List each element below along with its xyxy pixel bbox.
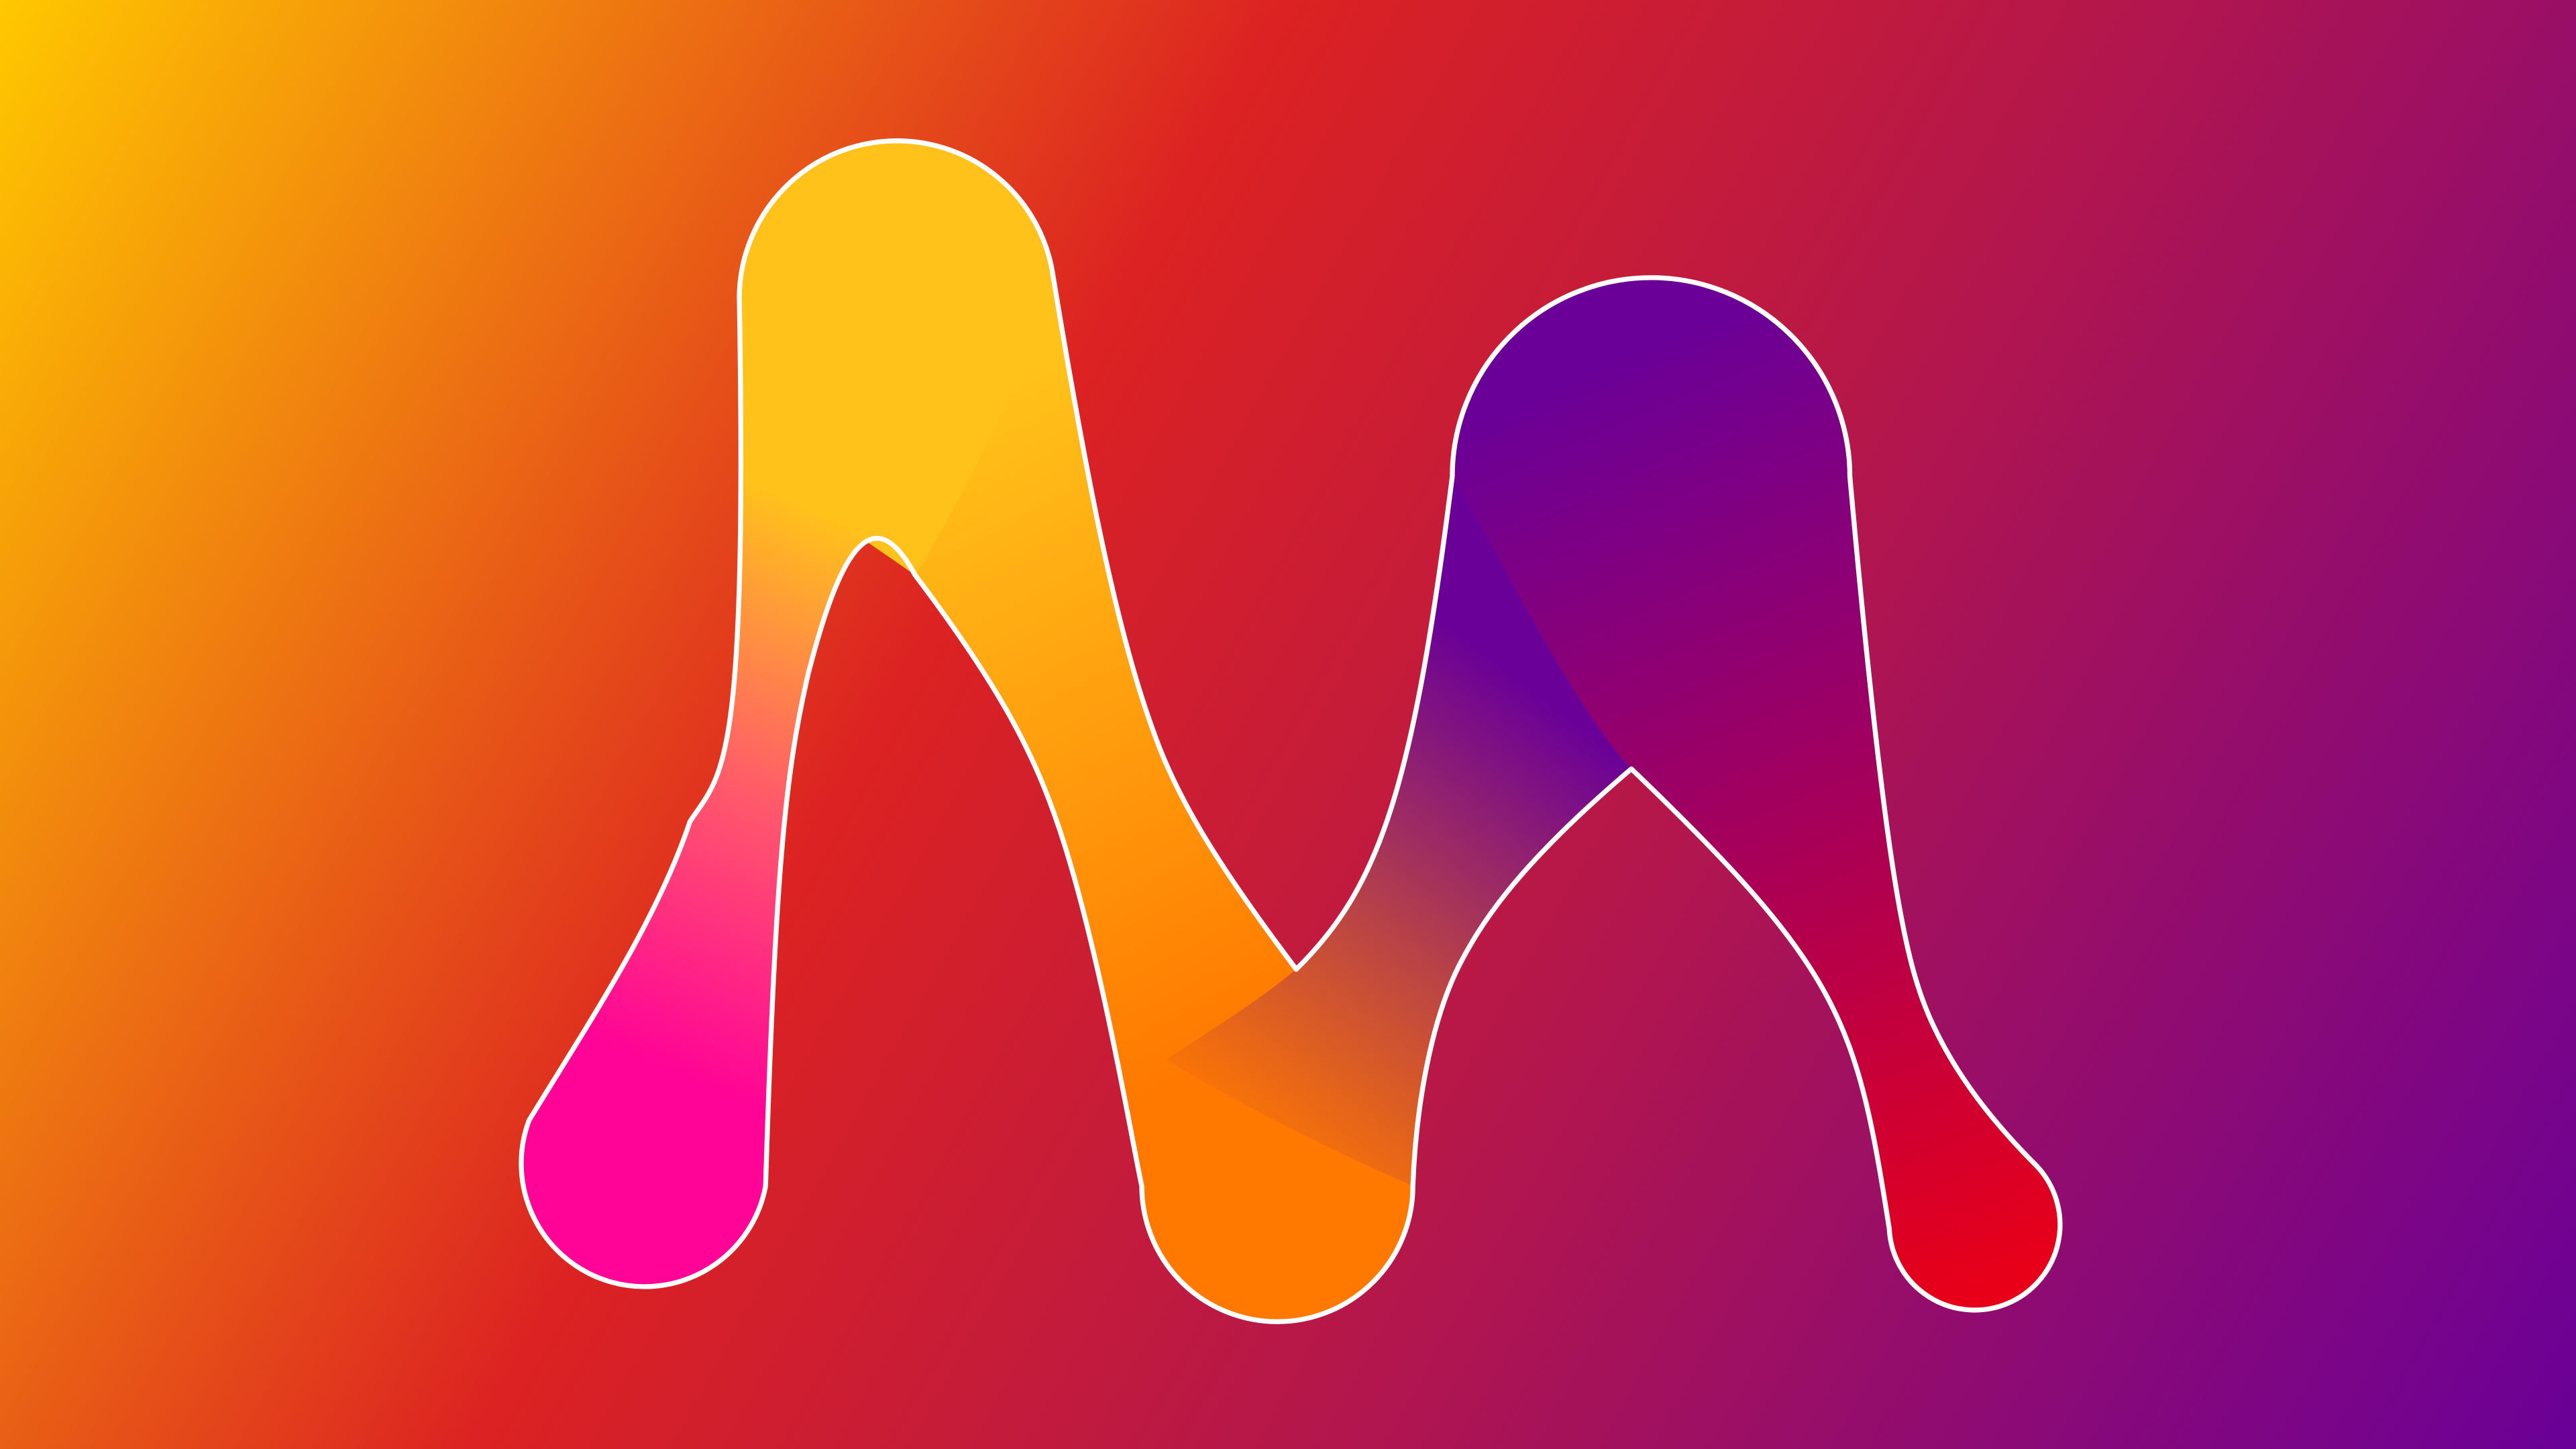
- left-leg-shape: [521, 295, 916, 1287]
- m-logo-fill: [521, 140, 2060, 1322]
- right-peak-shape: [1452, 277, 2060, 1310]
- bridge-shape: [1166, 476, 1631, 1187]
- m-logo-outline: [519, 138, 2063, 1324]
